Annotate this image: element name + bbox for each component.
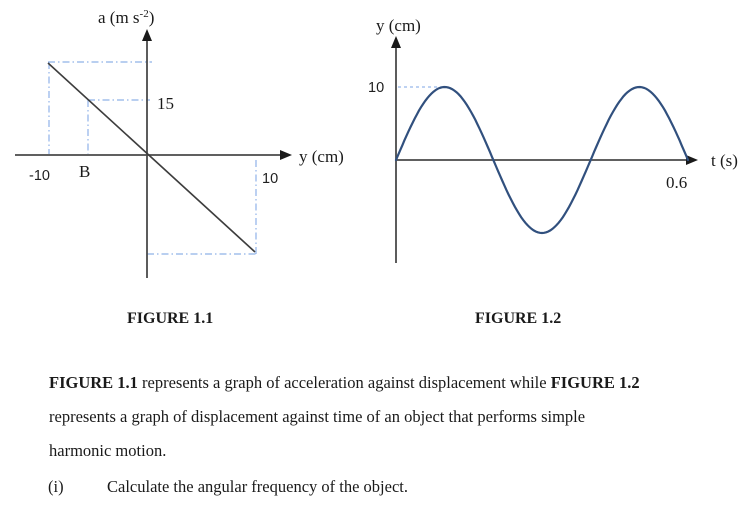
fig1-tick-B: B — [79, 162, 90, 181]
fig2-tick-10: 10 — [368, 80, 384, 96]
fig1-acceleration-line — [47, 62, 256, 253]
fig2-y-axis-label: y (cm) — [376, 16, 421, 35]
fig1-tick-15: 15 — [157, 94, 174, 113]
figure-1-2-graph: y (cm) t (s) 10 0.6 — [368, 16, 738, 263]
question-number: (i) — [48, 477, 64, 496]
fig2-t-axis-arrow-icon — [686, 155, 698, 165]
figure-1-1-caption: FIGURE 1.1 — [127, 310, 214, 327]
question-text: Calculate the angular frequency of the o… — [107, 477, 408, 496]
fig2-y-axis-arrow-icon — [391, 36, 401, 48]
question-item-i: (i) Calculate the angular frequency of th… — [48, 471, 408, 503]
figures-canvas: a (m s-2) y (cm) 15 B -10 10 y (cm) t (s… — [15, 8, 738, 278]
figure-1-2-reference: FIGURE 1.2 — [550, 373, 640, 392]
fig2-t-axis-label: t (s) — [711, 151, 738, 170]
paragraph-line-2: represents a graph of displacement again… — [49, 407, 586, 426]
description-paragraph: FIGURE 1.1 represents a graph of acceler… — [49, 366, 719, 468]
fig2-tick-0-6: 0.6 — [666, 173, 687, 192]
fig1-a-axis-label: a (m s-2) — [98, 8, 154, 27]
fig1-tick-neg10: -10 — [29, 168, 50, 184]
figure-1-1-reference: FIGURE 1.1 — [49, 373, 138, 392]
sine-curve — [394, 85, 690, 235]
fig1-y-axis-arrow-icon — [142, 29, 152, 41]
fig1-x-axis-arrow-icon — [280, 150, 292, 160]
paragraph-line-1-text: represents a graph of acceleration again… — [137, 373, 551, 392]
figure-1-1-graph: a (m s-2) y (cm) 15 B -10 10 — [15, 8, 344, 278]
fig1-x-axis-label: y (cm) — [299, 147, 344, 166]
paragraph-line-1: FIGURE 1.1 represents a graph of acceler… — [49, 366, 719, 400]
figure-1-2-caption: FIGURE 1.2 — [475, 310, 562, 327]
fig1-tick-10: 10 — [262, 171, 278, 187]
paragraph-line-3: harmonic motion. — [49, 441, 167, 460]
